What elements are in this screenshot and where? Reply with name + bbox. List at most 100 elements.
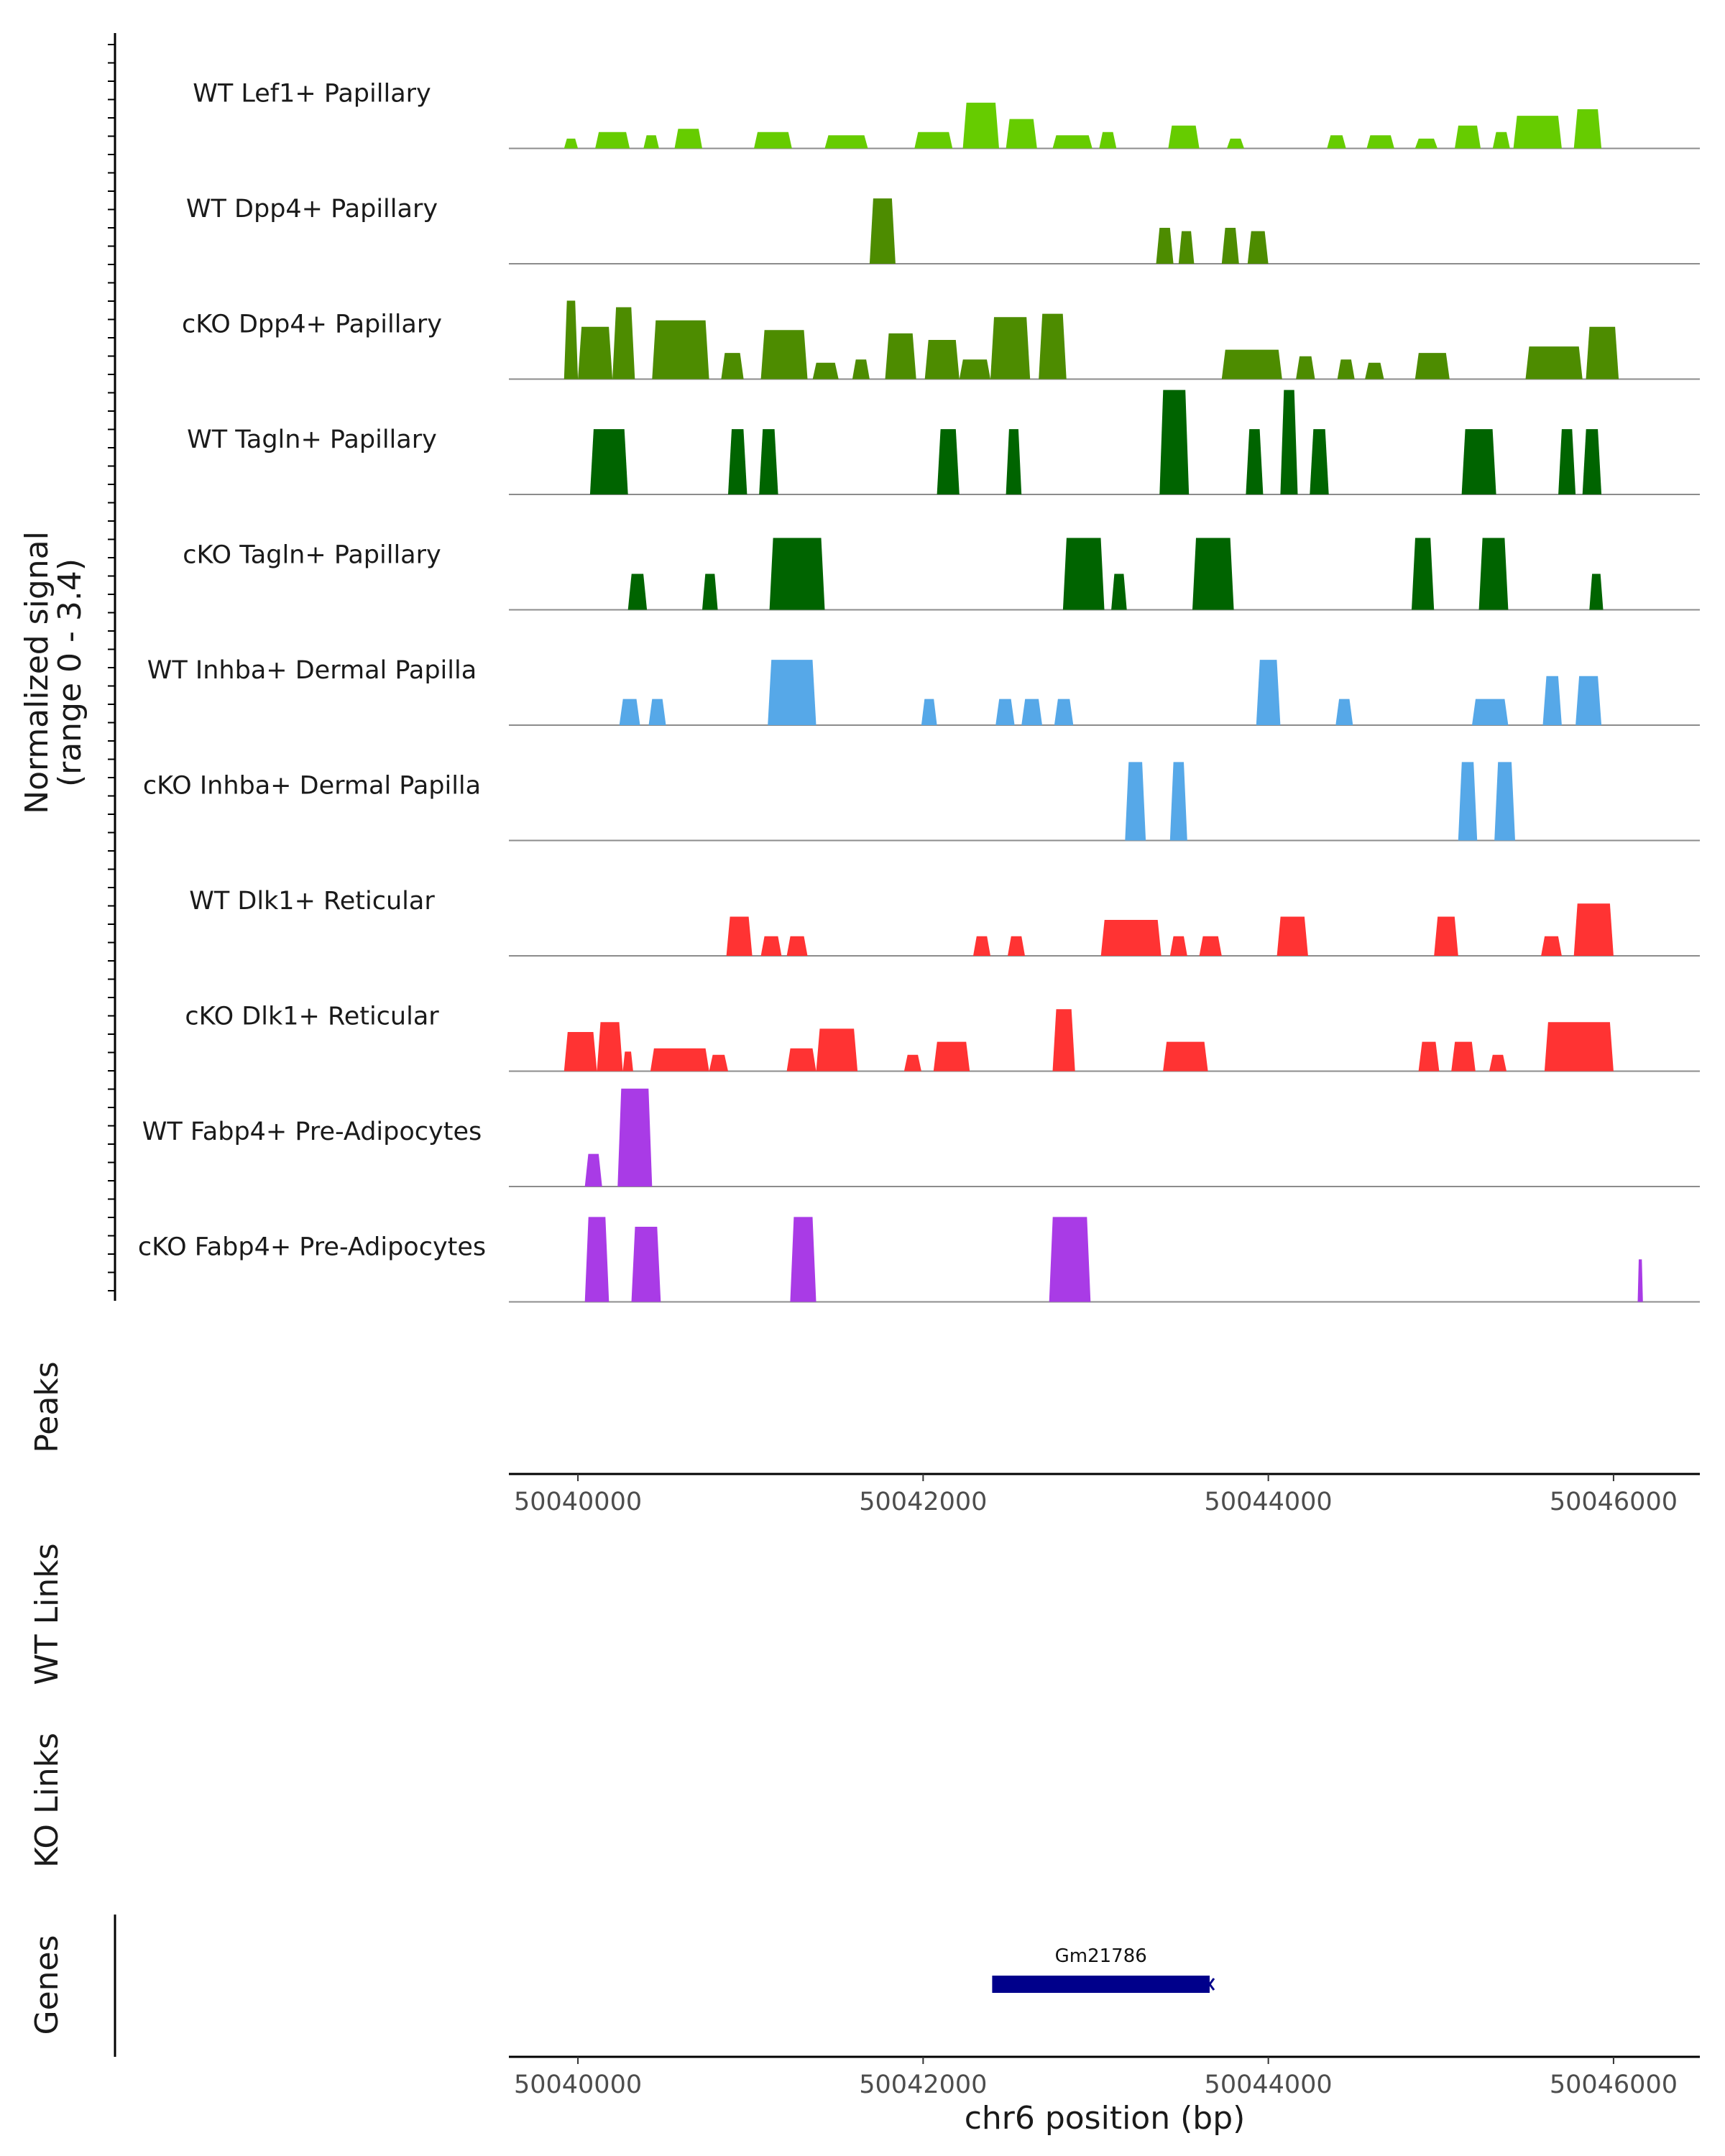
signal-peak: [933, 1041, 970, 1072]
signal-peak: [1049, 1217, 1091, 1302]
signal-peak: [1125, 762, 1146, 841]
signal-peak: [1163, 1041, 1208, 1072]
signal-peak: [595, 132, 630, 149]
signal-peak: [959, 359, 990, 379]
signal-peak: [1458, 762, 1478, 841]
signal-peak: [564, 138, 579, 149]
signal-peak: [584, 1153, 602, 1187]
signal-peak: [652, 320, 709, 379]
y-axis-title-line1: Normalized signal: [19, 531, 55, 814]
track-label: WT Lef1+ Papillary: [193, 80, 431, 109]
x-axis-title: chr6 position (bp): [965, 2100, 1246, 2137]
strand-arrow: [1208, 1978, 1215, 1991]
track-4: cKO Tagln+ Papillary: [183, 538, 1700, 611]
signal-peak: [597, 1022, 623, 1072]
signal-peak: [1168, 125, 1200, 149]
signal-peak: [1586, 326, 1619, 379]
signal-peak: [1542, 676, 1562, 725]
signal-peak: [584, 1217, 610, 1302]
signal-peak: [869, 198, 896, 264]
track-label: cKO Dpp4+ Papillary: [182, 310, 442, 339]
wt-links-panel-label: WT Links: [29, 1543, 65, 1685]
signal-peak: [1544, 1022, 1614, 1072]
track-8: cKO Dlk1+ Reticular: [185, 1003, 1700, 1072]
signal-peak: [816, 1028, 858, 1072]
signal-peak: [1414, 138, 1438, 149]
track-1: WT Dpp4+ Papillary: [186, 195, 1700, 264]
track-2: cKO Dpp4+ Papillary: [182, 300, 1700, 380]
signal-peak: [990, 317, 1031, 379]
signal-peak: [885, 333, 916, 379]
signal-peak: [759, 429, 778, 494]
coverage-y-ticks: [108, 44, 115, 1291]
coverage-tracks: WT Lef1+ Papillary WT Dpp4+ Papillary cKO …: [138, 80, 1700, 1303]
signal-peak: [903, 1054, 921, 1072]
signal-peak: [1099, 132, 1117, 149]
signal-peak: [1451, 1041, 1476, 1072]
signal-peak: [769, 538, 825, 610]
x-tick-label: 50040000: [514, 1488, 642, 1516]
x-tick-label: 50042000: [859, 2070, 987, 2099]
signal-peak: [564, 1032, 597, 1072]
signal-peak: [1192, 538, 1234, 610]
signal-peak: [1008, 936, 1025, 956]
signal-peak: [1111, 573, 1127, 610]
track-5: WT Inhba+ Dermal Papilla: [147, 656, 1700, 726]
signal-peak: [1052, 135, 1092, 149]
signal-peak: [1100, 920, 1162, 956]
signal-peak: [1366, 135, 1394, 149]
signal-peak: [790, 1217, 816, 1302]
signal-peak: [631, 1227, 661, 1302]
signal-peak: [612, 307, 635, 379]
x-tick-label: 50044000: [1205, 1488, 1333, 1516]
signal-peak: [1335, 699, 1353, 725]
signal-peak: [1280, 390, 1298, 494]
signal-peak: [709, 1054, 728, 1072]
track-label: WT Tagln+ Papillary: [187, 425, 437, 454]
signal-peak: [1418, 1041, 1440, 1072]
track-10: cKO Fabp4+ Pre-Adipocytes: [138, 1217, 1700, 1303]
signal-peak: [648, 699, 666, 725]
signal-peak: [1637, 1259, 1643, 1302]
track-3: WT Tagln+ Papillary: [187, 390, 1700, 495]
signal-peak: [1434, 916, 1458, 956]
signal-peak: [650, 1048, 709, 1072]
x-tick-label: 50046000: [1550, 1488, 1678, 1516]
signal-peak: [564, 300, 579, 379]
signal-peak: [1489, 1054, 1506, 1072]
signal-peak: [589, 429, 628, 494]
x-tick-label: 50044000: [1205, 2070, 1333, 2099]
signal-peak: [1221, 228, 1239, 264]
signal-peak: [726, 916, 753, 956]
signal-peak: [852, 359, 870, 379]
signal-peak: [674, 129, 702, 149]
signal-peak: [1052, 1009, 1075, 1072]
signal-peak: [1494, 762, 1515, 841]
y-axis-title-line2: (range 0 - 3.4): [52, 558, 88, 787]
signal-peak: [1573, 903, 1614, 956]
x-tick-label: 50040000: [514, 2070, 642, 2099]
signal-peak: [1054, 699, 1074, 725]
signal-peak: [754, 132, 792, 149]
genes-panel-label: Genes: [29, 1935, 65, 2035]
signal-peak: [1365, 362, 1384, 379]
signal-peak: [1169, 936, 1187, 956]
signal-peak: [1276, 916, 1308, 956]
signal-peak: [617, 1088, 653, 1187]
signal-peak: [1455, 125, 1481, 149]
signal-peak: [1478, 538, 1509, 610]
track-label: cKO Tagln+ Papillary: [183, 541, 441, 570]
signal-peak: [1021, 699, 1042, 725]
signal-peak: [937, 429, 960, 494]
track-9: WT Fabp4+ Pre-Adipocytes: [142, 1088, 1700, 1187]
genes-x-axis: 50040000 50042000 50044000 50046000: [514, 2057, 1678, 2099]
signal-peak: [914, 132, 953, 149]
signal-peak: [1227, 138, 1244, 149]
signal-peak: [643, 135, 659, 149]
signal-peak: [924, 340, 960, 379]
signal-peak: [786, 1048, 816, 1072]
signal-peak: [1472, 699, 1509, 725]
signal-peak: [824, 135, 868, 149]
signal-peak: [1006, 119, 1037, 149]
